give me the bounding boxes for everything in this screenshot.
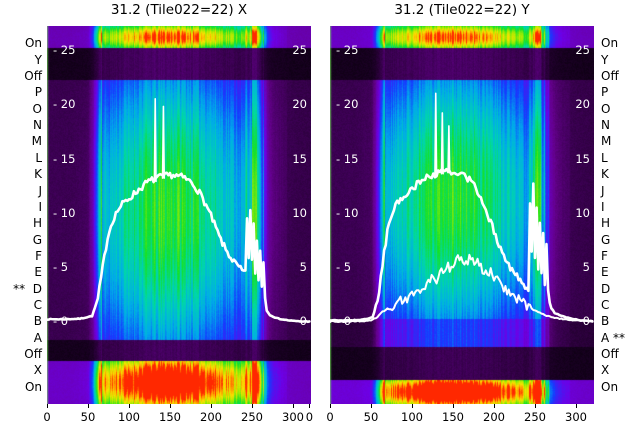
heatmap-panel-x[interactable]: - 25- 20- 15- 10- 5- 0 25 20 15 10 5 0 — [47, 26, 311, 404]
row-label-left-21: On — [24, 379, 42, 394]
x-tick-label-100: 100 — [401, 410, 423, 424]
row-label-left-17: B — [33, 314, 42, 329]
row-label-left-18: A — [33, 330, 42, 345]
row-label-right-1: Y — [601, 52, 609, 67]
row-label-left-14: E — [34, 265, 42, 280]
curve-spike-b — [161, 105, 166, 179]
row-label-right-20: X — [601, 363, 610, 378]
row-label-right-8: K — [601, 167, 609, 182]
curve-secondary-profile — [330, 253, 594, 324]
row-label-right-18: A ** — [601, 330, 626, 345]
x-tick-mark-300 — [293, 404, 294, 408]
x-tick-mark-0 — [47, 404, 48, 408]
row-label-right-5: N — [601, 118, 610, 133]
x-axis-left: 0 50 100 150 200 250 300 0 — [43, 404, 314, 438]
x-tick-mark-50 — [371, 404, 372, 408]
row-label-left-3: P — [34, 85, 42, 100]
row-label-right-4: O — [601, 101, 611, 116]
x-tick-label-300: 300 — [565, 410, 587, 424]
x-tick-label-0: 0 — [43, 410, 51, 424]
x-tick-mark-300 — [576, 404, 577, 408]
x-tick-mark-200 — [494, 404, 495, 408]
x-tick-label-overflow: 0 — [305, 410, 314, 424]
row-label-right-11: H — [601, 216, 611, 231]
row-label-right-0: On — [601, 36, 619, 51]
row-label-left-15: ** D — [13, 281, 42, 296]
row-label-right-15: D — [601, 281, 611, 296]
x-tick-mark-50 — [88, 404, 89, 408]
curve-spike-c — [447, 125, 451, 174]
curve-spike-b — [440, 112, 444, 175]
row-marker-asterisk: ** — [613, 330, 626, 345]
row-label-right-12: G — [601, 232, 611, 247]
row-label-right-7: L — [601, 150, 608, 165]
curve-primary-profile — [330, 167, 594, 323]
row-label-left-7: L — [35, 150, 42, 165]
row-label-left-20: X — [33, 363, 42, 378]
row-label-left-0: On — [24, 36, 42, 51]
panel-title-x: 31.2 (Tile022=22) X — [110, 2, 248, 18]
x-tick-label-150: 150 — [442, 410, 464, 424]
row-label-left-9: J — [38, 183, 42, 198]
row-label-left-13: F — [35, 248, 42, 263]
x-axis-right: 0 50 100 150 200 250 300 — [326, 404, 594, 438]
curve-spike-a — [153, 97, 157, 183]
x-tick-label-200: 200 — [200, 410, 222, 424]
x-tick-mark-150 — [170, 404, 171, 408]
row-label-right-9: J — [601, 183, 605, 198]
x-tick-mark-250 — [252, 404, 253, 408]
x-tick-mark-overflow — [309, 404, 311, 408]
row-label-right-3: P — [601, 85, 609, 100]
x-tick-label-200: 200 — [483, 410, 505, 424]
x-tick-mark-200 — [211, 404, 212, 408]
row-label-left-6: M — [31, 134, 42, 149]
row-label-left-8: K — [34, 167, 42, 182]
x-tick-label-50: 50 — [80, 410, 96, 424]
row-label-left-12: G — [32, 232, 42, 247]
x-tick-mark-150 — [453, 404, 454, 408]
row-labels-right: On Y Off P O N M L K J I H G F E D C B A ** Off X On — [596, 26, 640, 404]
row-label-right-2: Off — [601, 69, 619, 84]
x-tick-label-150: 150 — [159, 410, 181, 424]
x-tick-label-250: 250 — [524, 410, 546, 424]
row-label-left-19: Off — [24, 346, 42, 361]
row-label-right-6: M — [601, 134, 612, 149]
x-tick-label-250: 250 — [241, 410, 263, 424]
row-label-right-14: E — [601, 265, 609, 280]
curve-spike-a — [434, 92, 438, 176]
row-label-left-5: N — [33, 118, 42, 133]
row-label-left-16: C — [33, 297, 42, 312]
x-tick-mark-0 — [330, 404, 331, 408]
row-label-left-4: O — [32, 101, 42, 116]
heatmap-image-x — [47, 26, 311, 404]
row-label-left-1: Y — [34, 52, 42, 67]
heatmap-panel-y[interactable]: - 25- 20- 15- 10- 5- 0 25 20 15 10 5 0 — [330, 26, 594, 404]
row-label-left-10: I — [38, 199, 42, 214]
row-marker-asterisk: ** — [13, 281, 26, 296]
row-label-left-2: Off — [24, 69, 42, 84]
panel-title-y: 31.2 (Tile022=22) Y — [394, 2, 530, 18]
x-tick-mark-100 — [412, 404, 413, 408]
row-labels-left: On Y Off P O N M L K J I H G F E ** D C B A Off X On — [0, 26, 46, 404]
row-label-right-21: On — [601, 379, 619, 394]
row-label-left-11: H — [32, 216, 42, 231]
row-label-right-19: Off — [601, 346, 619, 361]
x-tick-mark-100 — [129, 404, 130, 408]
x-tick-label-0: 0 — [326, 410, 334, 424]
x-tick-label-300: 300 — [282, 410, 304, 424]
profile-curves-y — [330, 92, 594, 324]
row-label-right-10: I — [601, 199, 605, 214]
curve-primary-profile — [47, 171, 311, 324]
profile-curves-x — [47, 97, 311, 324]
x-tick-label-50: 50 — [363, 410, 379, 424]
x-tick-mark-250 — [535, 404, 536, 408]
x-tick-label-100: 100 — [118, 410, 140, 424]
row-label-right-13: F — [601, 248, 608, 263]
row-label-right-16: C — [601, 297, 610, 312]
heatmap-image-y — [330, 26, 594, 404]
row-label-right-17: B — [601, 314, 610, 329]
